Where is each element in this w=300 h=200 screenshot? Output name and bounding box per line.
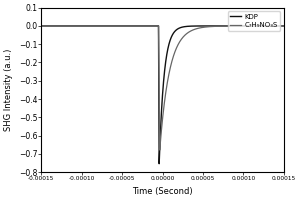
- Line: C₇H₉NO₃S: C₇H₉NO₃S: [41, 26, 284, 150]
- KDP: [40, 25, 43, 27]
- KDP: [213, 25, 217, 27]
- KDP: [154, 25, 158, 27]
- C₇H₉NO₃S: [154, 25, 158, 27]
- KDP: [195, 25, 199, 27]
- C₇H₉NO₃S: [282, 25, 286, 27]
- KDP: [100, 25, 103, 27]
- KDP: [266, 25, 270, 27]
- C₇H₉NO₃S: [195, 27, 199, 30]
- C₇H₉NO₃S: [266, 25, 270, 27]
- KDP: [186, 25, 190, 28]
- Legend: KDP, C₇H₉NO₃S: KDP, C₇H₉NO₃S: [227, 11, 280, 31]
- Line: KDP: KDP: [41, 26, 284, 164]
- X-axis label: Time (Second): Time (Second): [132, 187, 193, 196]
- C₇H₉NO₃S: [100, 25, 103, 27]
- C₇H₉NO₃S: [40, 25, 43, 27]
- C₇H₉NO₃S: [213, 25, 217, 28]
- C₇H₉NO₃S: [186, 31, 190, 34]
- Y-axis label: SHG Intensity (a.u.): SHG Intensity (a.u.): [4, 49, 13, 131]
- KDP: [158, 163, 161, 165]
- C₇H₉NO₃S: [158, 149, 161, 151]
- KDP: [282, 25, 286, 27]
